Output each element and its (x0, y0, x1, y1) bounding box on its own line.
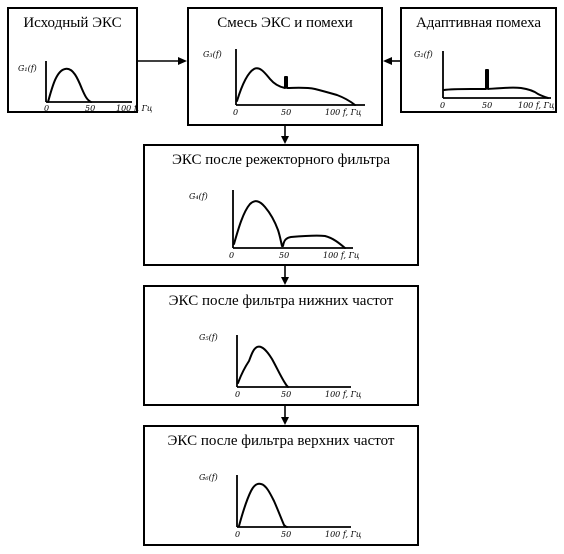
tick-0: 0 (235, 390, 240, 399)
y-axis-label: G₅(f) (199, 333, 218, 342)
arrow-lowpass-to-highpass (281, 406, 289, 425)
tick-100: 100 f, Гц (325, 530, 362, 539)
block-title: ЭКС после фильтра верхних частот (167, 433, 395, 449)
spectrum-plot-source-ecg: G₁(f) 0 50 100 f, Гц (18, 61, 153, 113)
tick-100: 100 f, Гц (325, 390, 362, 399)
spectrum-plot-lowpass: G₅(f) 0 50 100 f, Гц (199, 333, 362, 399)
tick-50: 50 (281, 390, 291, 399)
block-highpass-filter: ЭКС после фильтра верхних частот G₆(f) 0… (143, 425, 419, 546)
spectrum-curve (233, 200, 346, 249)
tick-100: 100 f, Гц (518, 101, 555, 110)
block-title: Исходный ЭКС (23, 15, 122, 31)
tick-100: 100 f, Гц (116, 104, 153, 113)
y-axis-label: G₃(f) (203, 50, 222, 59)
tick-50: 50 (279, 251, 289, 260)
spectrum-curve (238, 482, 288, 528)
tick-0: 0 (229, 251, 234, 260)
spectrum-plot-mixed: G₃(f) 0 50 100 f, Гц (203, 49, 365, 117)
arrow-notch-to-lowpass (281, 266, 289, 285)
tick-0: 0 (44, 104, 49, 113)
tick-100: 100 f, Гц (323, 251, 360, 260)
spectrum-plot-notch: G₄(f) 0 50 100 f, Гц (189, 190, 360, 260)
spectrum-curve (47, 67, 92, 103)
block-title: Адаптивная помеха (415, 15, 542, 31)
arrow-mixed-to-notch (281, 126, 289, 144)
spectrum-curve (237, 345, 289, 388)
tick-50: 50 (281, 108, 291, 117)
spectrum-plot-adaptive-noise: G₂(f) 0 50 100 f, Гц (414, 50, 555, 110)
block-title: ЭКС после фильтра нижних частот (168, 293, 394, 309)
block-title: ЭКС после режекторного фильтра (171, 152, 391, 168)
block-mixed-signal: Смесь ЭКС и помехи G₃(f) 0 50 100 f, Гц (187, 7, 383, 126)
arrow-source-to-mixed (138, 57, 187, 65)
tick-0: 0 (235, 530, 240, 539)
y-axis-label: G₁(f) (18, 64, 37, 73)
block-lowpass-filter: ЭКС после фильтра нижних частот G₅(f) 0 … (143, 285, 419, 406)
arrow-noise-to-mixed (383, 57, 400, 65)
tick-50: 50 (281, 530, 291, 539)
block-source-ecg: Исходный ЭКС G₁(f) 0 50 100 f, Гц (7, 7, 153, 113)
y-axis-label: G₂(f) (414, 50, 433, 59)
tick-50: 50 (482, 101, 492, 110)
spectrum-curve (236, 67, 356, 106)
y-axis-label: G₆(f) (199, 473, 218, 482)
spectrum-plot-highpass: G₆(f) 0 50 100 f, Гц (199, 473, 362, 539)
tick-0: 0 (440, 101, 445, 110)
spectrum-curve (443, 69, 549, 99)
tick-50: 50 (85, 104, 95, 113)
y-axis-label: G₄(f) (189, 192, 208, 201)
block-title: Смесь ЭКС и помехи (217, 15, 353, 31)
block-adaptive-noise: Адаптивная помеха G₂(f) 0 50 100 f, Гц (400, 7, 557, 113)
tick-0: 0 (233, 108, 238, 117)
block-notch-filter: ЭКС после режекторного фильтра G₄(f) 0 5… (143, 144, 419, 266)
tick-100: 100 f, Гц (325, 108, 362, 117)
